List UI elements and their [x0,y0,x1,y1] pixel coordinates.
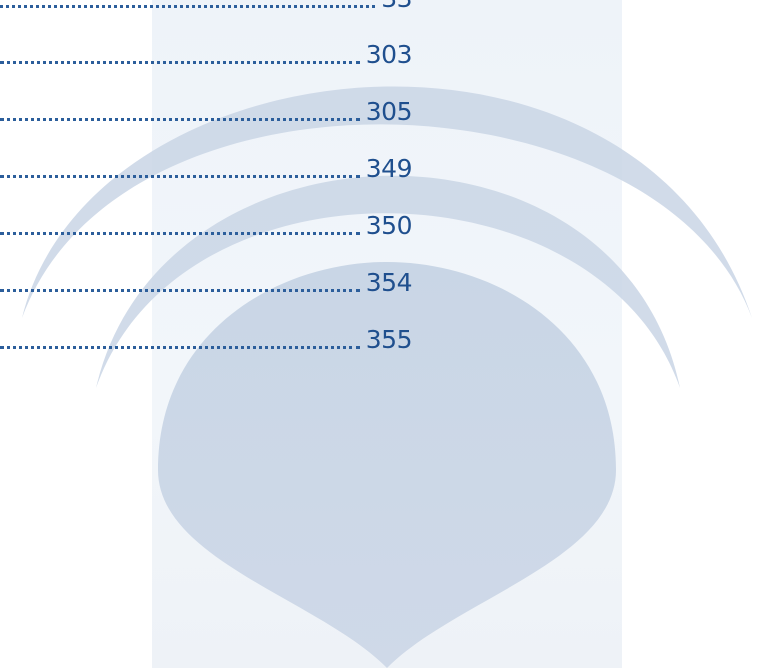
toc-row[interactable]: 33 [0,0,412,14]
toc-page-number: 349 [365,154,413,183]
dot-leader [0,5,376,8]
dot-leader [0,118,360,121]
toc-page-number: 305 [365,97,413,126]
toc-row[interactable]: 303 [0,38,413,70]
toc-page-number: 303 [365,40,413,69]
toc-row[interactable]: 350 [0,209,413,241]
toc-row[interactable]: 354 [0,266,413,298]
dot-leader [0,61,360,64]
inner-arc-shape [96,175,680,388]
toc-page-number: 354 [365,268,413,297]
dot-leader [0,289,360,292]
toc-page-number: 350 [365,211,413,240]
dot-leader [0,175,360,178]
toc-page-number: 355 [365,325,413,354]
outer-arc-shape [22,86,752,318]
toc-row[interactable]: 355 [0,323,413,355]
toc-row[interactable]: 305 [0,95,413,127]
bulb-shape [158,262,616,668]
toc-row[interactable]: 349 [0,152,413,184]
dot-leader [0,232,360,235]
dot-leader [0,346,360,349]
toc-page-number: 33 [381,0,412,14]
